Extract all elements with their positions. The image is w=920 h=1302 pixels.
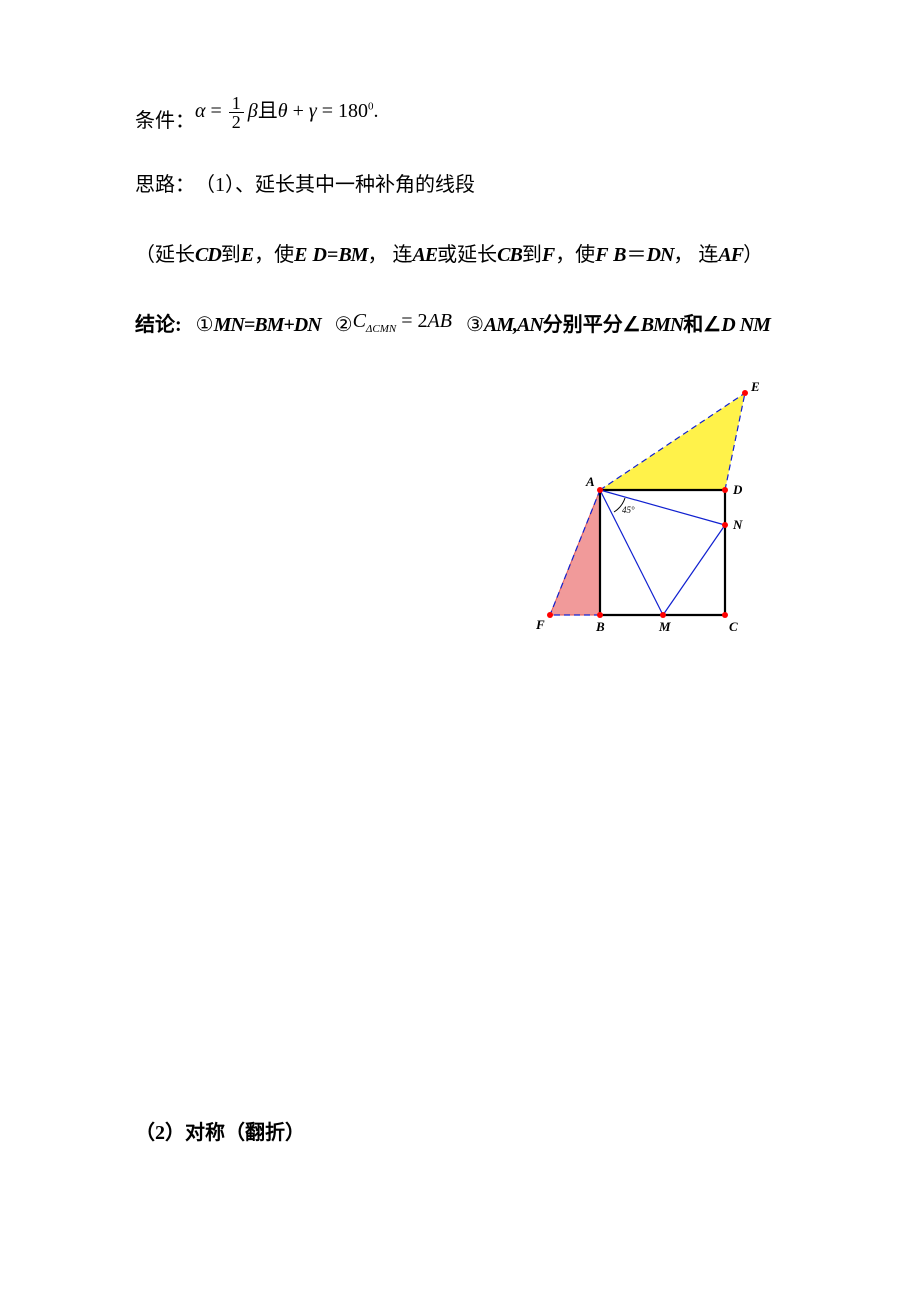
ext-t7: ， 连 — [673, 233, 718, 277]
svg-text:E: E — [750, 379, 760, 394]
frac-half: 12 — [229, 94, 244, 131]
condition-formula: α = 12β且θ + γ = 1800. — [195, 94, 379, 131]
svg-text:N: N — [732, 517, 743, 532]
condition-line: 条件： α = 12β且θ + γ = 1800. — [135, 100, 785, 137]
ext-t2: ，使 — [254, 233, 294, 277]
part2-line: （2）对称（翻折） — [135, 1117, 785, 1149]
jielun-label: 结论: — [135, 309, 182, 341]
silu-text: （1）、延长其中一种补角的线段 — [195, 169, 475, 201]
svg-text:M: M — [658, 619, 671, 634]
eq180: = 180 — [317, 100, 368, 122]
jielun-2: ②CΔCMN = 2AB — [335, 309, 452, 343]
svg-text:45°: 45° — [622, 505, 635, 515]
condition-label: 条件： — [135, 105, 195, 137]
ext-f: F — [542, 233, 555, 277]
ext-ae: AE — [412, 233, 437, 277]
silu-label: 思路： — [135, 169, 195, 201]
extend-line: （延长 CD 到 E，使 E D =BM ， 连 AE 或延长 CB 到 F，使… — [135, 233, 785, 277]
ext-eq: = — [327, 233, 338, 277]
eq1: = — [206, 100, 227, 122]
ext-af: AF — [718, 233, 743, 277]
part2-text: （2）对称（翻折） — [135, 1117, 305, 1149]
silu-line: 思路：（1）、延长其中一种补角的线段 — [135, 169, 785, 201]
ext-t4: 或延长 — [437, 233, 497, 277]
theta: θ — [278, 100, 288, 122]
ext-cb: CB — [497, 233, 522, 277]
ext-open: （延长 — [135, 233, 195, 277]
jielun-line: 结论: ①MN=BM+DN ②CΔCMN = 2AB ③AM,AN分别平分∠BM… — [135, 309, 785, 343]
ext-fb: F B — [595, 233, 626, 277]
jielun-1: ①MN=BM+DN — [196, 309, 321, 341]
svg-text:A: A — [585, 474, 595, 489]
ext-eq2: ＝ — [627, 233, 647, 277]
ext-t6: ，使 — [555, 233, 595, 277]
diagram-container: 45° A B C D E F M N — [135, 375, 785, 645]
geometry-diagram: 45° A B C D E F M N — [485, 375, 785, 645]
ext-t1: 到 — [221, 233, 241, 277]
ext-e: E — [241, 233, 254, 277]
jielun-3: ③AM,AN分别平分∠BMN和∠D NM — [466, 309, 770, 341]
ext-cd: CD — [195, 233, 221, 277]
blank-spacer — [135, 677, 785, 1117]
svg-text:C: C — [729, 619, 738, 634]
alpha: α — [195, 100, 206, 122]
ext-dn: DN — [647, 233, 674, 277]
gamma: γ — [309, 100, 317, 122]
ext-t3: ， 连 — [367, 233, 412, 277]
plus: + — [288, 100, 309, 122]
ext-t5: 到 — [522, 233, 542, 277]
and: 且 — [258, 100, 278, 122]
ext-bm: BM — [338, 233, 367, 277]
dot: . — [374, 100, 379, 122]
svg-text:D: D — [732, 482, 743, 497]
svg-text:F: F — [535, 617, 545, 632]
beta: β — [248, 100, 258, 122]
svg-text:B: B — [595, 619, 605, 634]
ext-close: ） — [743, 233, 763, 277]
ext-ed: E D — [294, 233, 327, 277]
